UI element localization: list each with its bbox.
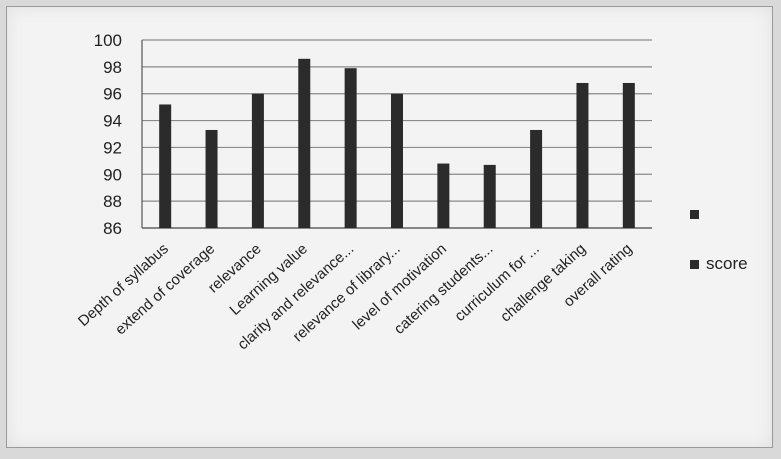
legend: score <box>690 210 748 273</box>
chart-frame <box>6 6 773 448</box>
y-tick-label: 90 <box>103 165 122 184</box>
bar-2 <box>251 93 264 228</box>
y-tick-label: 86 <box>103 219 122 238</box>
bar-3 <box>298 58 311 228</box>
bar-10 <box>622 82 635 228</box>
y-tick-label: 98 <box>103 58 122 77</box>
y-tick-label: 96 <box>103 85 122 104</box>
bar-9 <box>576 82 589 228</box>
bars <box>159 58 635 228</box>
bar-5 <box>391 93 403 228</box>
bar-8 <box>530 129 543 228</box>
y-tick-label: 92 <box>103 138 122 157</box>
bar-7 <box>483 164 496 228</box>
y-axis-ticks: 86 88 90 92 94 96 98 100 <box>94 31 122 238</box>
x-category-label: challenge taking <box>497 240 589 325</box>
bar-6 <box>437 163 450 228</box>
y-tick-label: 88 <box>103 192 122 211</box>
bar-4 <box>344 68 357 228</box>
y-tick-label: 100 <box>94 31 122 50</box>
legend-swatch <box>690 210 699 219</box>
legend-swatch <box>690 260 699 269</box>
bar-0 <box>159 104 172 228</box>
legend-label: score <box>706 254 748 273</box>
bar-1 <box>205 129 218 228</box>
y-tick-label: 94 <box>103 112 122 131</box>
